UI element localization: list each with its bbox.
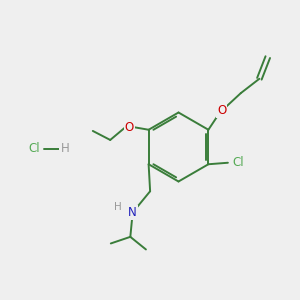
Text: H: H [60,142,69,155]
Text: Cl: Cl [232,156,244,169]
Text: O: O [217,104,226,117]
Text: N: N [128,206,137,219]
Text: Cl: Cl [29,142,40,155]
Text: O: O [125,121,134,134]
Text: H: H [114,202,122,212]
